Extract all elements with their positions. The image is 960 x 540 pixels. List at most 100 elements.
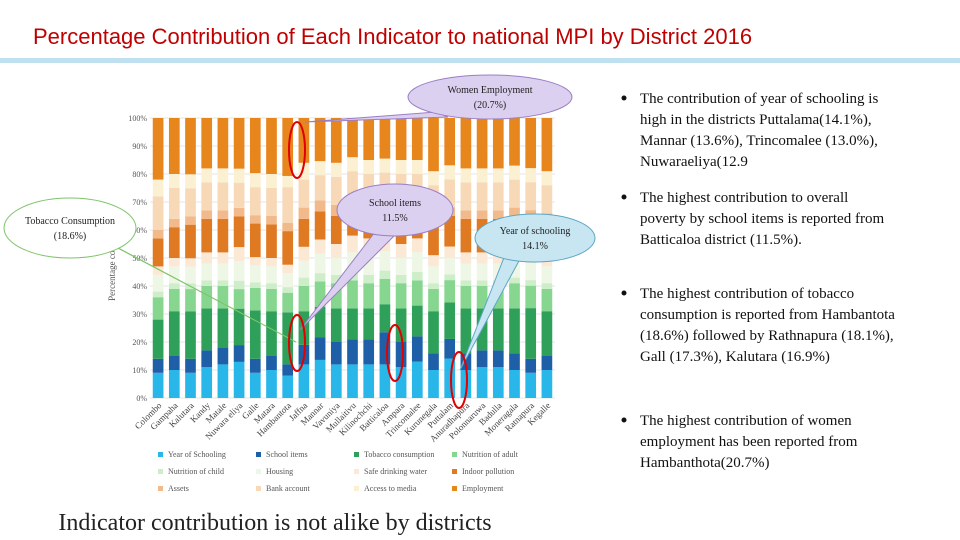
- bar-segment: [266, 283, 277, 289]
- bar-segment: [444, 165, 456, 180]
- bar-segment: [152, 230, 164, 239]
- bar-segment: [395, 308, 407, 342]
- bar-segment: [249, 282, 261, 288]
- bar-segment: [282, 364, 294, 376]
- bar-segment: [314, 239, 326, 254]
- bar-segment: [217, 182, 229, 211]
- bar-segment: [152, 372, 164, 398]
- y-tick-label: 10%: [132, 366, 147, 375]
- bar-segment: [249, 358, 261, 373]
- bar-segment: [201, 367, 213, 398]
- title-rule: [0, 58, 960, 63]
- bar-segment: [379, 364, 391, 398]
- bar-segment: [541, 171, 553, 186]
- bar-segment: [314, 253, 326, 274]
- legend-label: Year of Schooling: [168, 450, 226, 459]
- callout-label: Year of schooling: [500, 226, 571, 237]
- bar-segment: [476, 210, 488, 219]
- bar-segment: [395, 367, 407, 398]
- bar-segment: [525, 280, 537, 286]
- bar-segment: [298, 246, 310, 261]
- bar-segment: [185, 216, 196, 225]
- y-tick-label: 50%: [132, 254, 147, 263]
- bar-segment: [168, 311, 180, 356]
- bar-segment: [233, 261, 245, 281]
- bar-segment: [233, 280, 245, 290]
- bar-segment: [444, 358, 456, 398]
- bar-segment: [476, 280, 488, 286]
- bar-segment: [168, 188, 180, 219]
- bar-segment: [541, 370, 553, 398]
- bar-segment: [314, 273, 326, 282]
- bar-segment: [168, 356, 180, 370]
- bar-segment: [428, 288, 439, 312]
- y-tick-label: 0%: [136, 394, 147, 403]
- bar-segment: [541, 288, 553, 312]
- bar-segment: [492, 118, 504, 169]
- bar-segment: [314, 306, 326, 338]
- bar-segment: [460, 280, 472, 286]
- bar-segment: [282, 312, 294, 365]
- bar-segment: [201, 263, 213, 281]
- bar-segment: [233, 345, 245, 362]
- bar-segment: [509, 370, 520, 398]
- callouts: Women Employment (20.7%) School items 11.5%…: [3, 74, 596, 409]
- bar-segment: [217, 280, 229, 286]
- bar-segment: [249, 215, 261, 224]
- bar-segment: [411, 118, 423, 160]
- bar-segment: [249, 257, 261, 266]
- bar-segment: [460, 286, 472, 309]
- bar-segment: [330, 342, 342, 365]
- bar-segment: [314, 161, 326, 176]
- bar-segment: [476, 286, 488, 309]
- bar-segment: [201, 308, 213, 351]
- bar-segment: [509, 165, 520, 180]
- bar-segment: [460, 263, 472, 281]
- bar-segment: [249, 223, 261, 258]
- bar-segment: [363, 339, 375, 365]
- bar-segment: [185, 118, 196, 175]
- bar-segment: [541, 118, 553, 172]
- bar-segment: [444, 118, 456, 166]
- bar-segment: [363, 364, 375, 398]
- bar-segment: [217, 168, 229, 183]
- bar-segment: [411, 252, 423, 272]
- bar-segment: [233, 289, 245, 309]
- bar-segment: [217, 364, 229, 398]
- bar-segment: [249, 265, 261, 283]
- bar-segment: [266, 118, 277, 174]
- bar-segment: [314, 175, 326, 201]
- bar-segment: [233, 207, 245, 217]
- bar-segment: [476, 118, 488, 169]
- bar-segment: [233, 247, 245, 262]
- highlight-ring: [288, 121, 306, 179]
- bar-segment: [330, 283, 342, 309]
- bar-segment: [185, 311, 196, 359]
- bar-segment: [428, 171, 439, 186]
- bar-segment: [395, 118, 407, 160]
- bar-segment: [444, 274, 456, 281]
- plot: 0% 10% 20% 30% 40% 50% 60% 70% 80% 90% 100% Percent…: [107, 114, 555, 493]
- bar-segment: [395, 274, 407, 284]
- bar-segment: [168, 370, 180, 398]
- bar-segment: [298, 260, 310, 278]
- bar-segment: [314, 359, 326, 398]
- legend-label: School items: [266, 450, 308, 459]
- callout-label: School items: [369, 198, 421, 209]
- bar-segment: [330, 162, 342, 177]
- highlight-ring: [386, 324, 404, 382]
- bar-segment: [201, 168, 213, 183]
- bullet-dot: [621, 417, 627, 423]
- bar-segment: [298, 277, 310, 286]
- bar-segment: [330, 118, 342, 163]
- bar-segment: [525, 182, 537, 211]
- bar-segment: [476, 350, 488, 368]
- bar-segment: [185, 258, 196, 267]
- bar-segment: [330, 204, 342, 216]
- bar-segment: [541, 185, 553, 214]
- bullet-text: The highest contribution to overall pover…: [640, 190, 884, 248]
- bar-segment: [492, 350, 504, 368]
- bar-segment: [444, 246, 456, 258]
- bar-segment: [168, 258, 180, 267]
